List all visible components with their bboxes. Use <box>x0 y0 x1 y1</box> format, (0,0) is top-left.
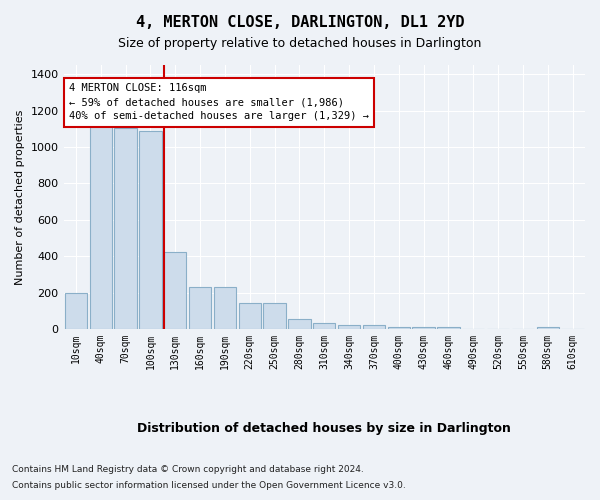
Bar <box>239 302 261 329</box>
Bar <box>313 322 335 329</box>
Bar <box>338 326 360 329</box>
Bar <box>115 128 137 329</box>
Text: Contains public sector information licensed under the Open Government Licence v3: Contains public sector information licen… <box>12 481 406 490</box>
Bar <box>437 328 460 329</box>
Text: Size of property relative to detached houses in Darlington: Size of property relative to detached ho… <box>118 38 482 51</box>
X-axis label: Distribution of detached houses by size in Darlington: Distribution of detached houses by size … <box>137 422 511 435</box>
Bar <box>89 126 112 329</box>
Bar <box>164 252 187 329</box>
Bar <box>189 287 211 329</box>
Bar <box>214 287 236 329</box>
Text: 4, MERTON CLOSE, DARLINGTON, DL1 2YD: 4, MERTON CLOSE, DARLINGTON, DL1 2YD <box>136 15 464 30</box>
Bar <box>139 130 161 329</box>
Text: Contains HM Land Registry data © Crown copyright and database right 2024.: Contains HM Land Registry data © Crown c… <box>12 465 364 474</box>
Bar <box>65 292 87 329</box>
Bar <box>263 302 286 329</box>
Text: 4 MERTON CLOSE: 116sqm
← 59% of detached houses are smaller (1,986)
40% of semi-: 4 MERTON CLOSE: 116sqm ← 59% of detached… <box>69 84 369 122</box>
Bar <box>363 326 385 329</box>
Y-axis label: Number of detached properties: Number of detached properties <box>15 110 25 284</box>
Bar <box>536 328 559 329</box>
Bar <box>388 328 410 329</box>
Bar <box>412 328 435 329</box>
Bar <box>288 319 311 329</box>
